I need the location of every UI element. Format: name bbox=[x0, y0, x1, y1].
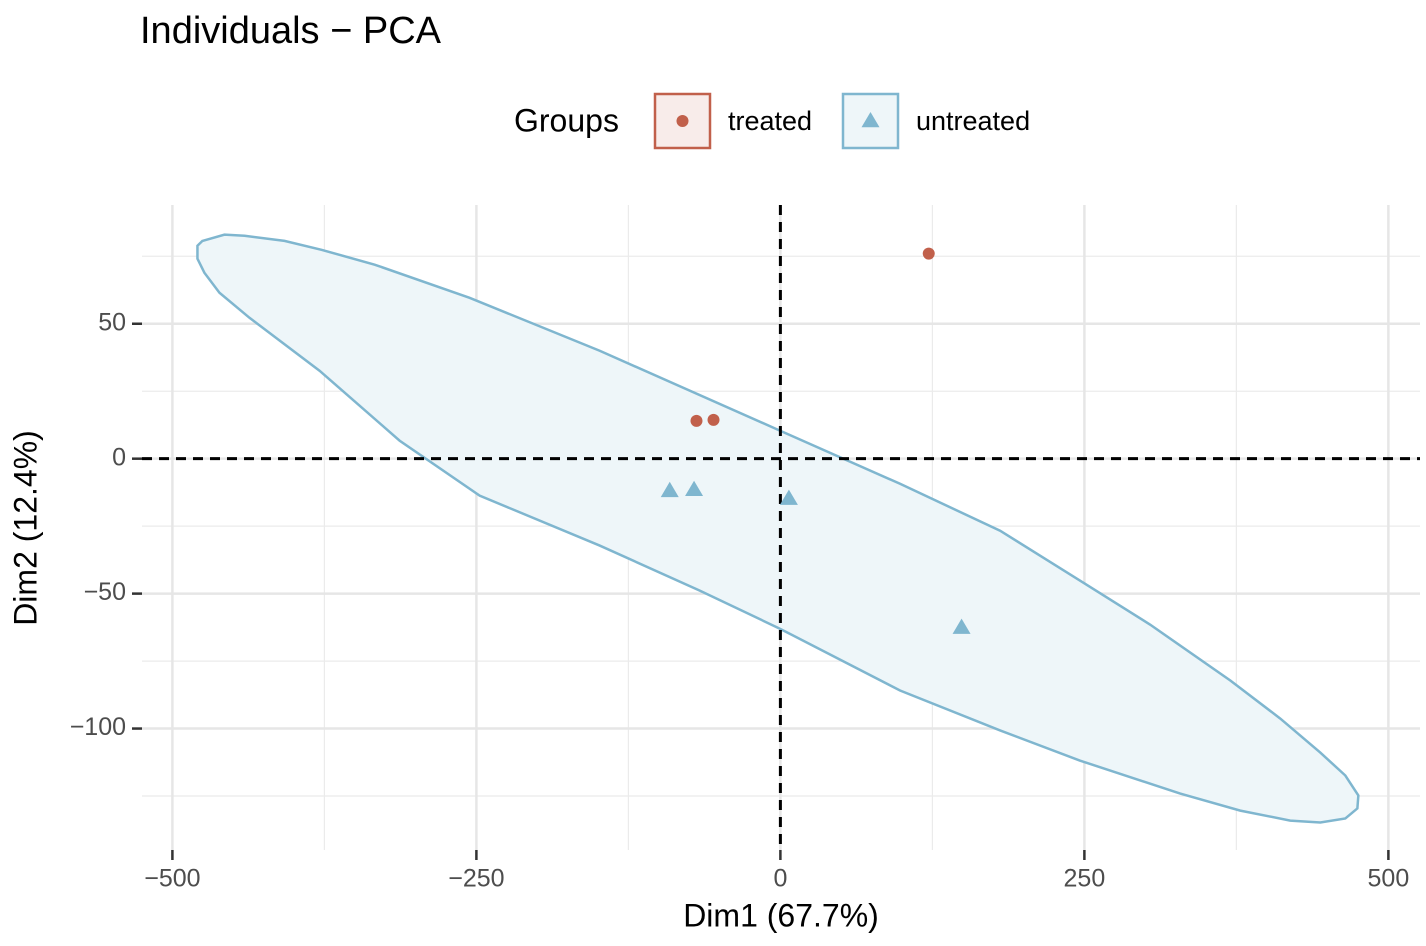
legend-label: untreated bbox=[916, 106, 1030, 136]
x-tick-label: −250 bbox=[448, 865, 504, 893]
y-tick-label: −100 bbox=[70, 713, 126, 741]
x-tick-label: 250 bbox=[1064, 865, 1106, 893]
y-tick-label: −50 bbox=[84, 578, 126, 606]
point bbox=[922, 247, 935, 260]
legend-title: Groups bbox=[514, 102, 619, 138]
y-tick-label: 50 bbox=[98, 308, 126, 336]
legend-marker bbox=[861, 112, 880, 128]
y-tick-label: 0 bbox=[112, 443, 126, 471]
x-axis-label: Dim1 (67.7%) bbox=[683, 897, 879, 933]
point bbox=[660, 481, 679, 498]
point bbox=[952, 618, 971, 634]
point bbox=[685, 480, 704, 497]
point bbox=[690, 414, 703, 427]
point bbox=[779, 489, 798, 505]
legend-marker bbox=[676, 115, 689, 127]
y-axis-label: Dim2 (12.4%) bbox=[7, 430, 43, 626]
x-tick-label: 0 bbox=[773, 865, 787, 893]
legend-label: treated bbox=[728, 106, 812, 136]
x-tick-label: 500 bbox=[1368, 865, 1410, 893]
point bbox=[707, 413, 720, 426]
confidence-ellipse bbox=[196, 233, 1360, 824]
chart-title: Individuals − PCA bbox=[140, 10, 442, 52]
x-tick-label: −500 bbox=[144, 865, 200, 893]
